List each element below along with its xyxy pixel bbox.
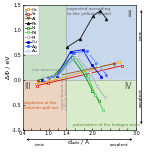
Text: covalent: covalent: [139, 89, 143, 107]
Text: IV: IV: [124, 82, 132, 91]
Text: upper bound of
critical distances: upper bound of critical distances: [61, 77, 69, 110]
Text: expected according
to the jellium model: expected according to the jellium model: [67, 7, 111, 16]
Text: ionic: ionic: [35, 143, 45, 147]
Legend: Ca, Sr, Al, Pb, Ni, Pd, Pt, Cu, Ag, Au: Ca, Sr, Al, Pb, Ni, Pd, Pt, Cu, Ag, Au: [24, 6, 40, 55]
Text: depletion of the
electron spill out: depletion of the electron spill out: [23, 101, 58, 110]
Text: covalent: covalent: [109, 143, 128, 147]
Text: II: II: [127, 10, 132, 19]
Text: I: I: [24, 10, 26, 19]
Text: III: III: [24, 82, 31, 91]
X-axis label: d$_{ads}$ / Å: d$_{ads}$ / Å: [67, 137, 92, 147]
Text: polarization of the halogen atom: polarization of the halogen atom: [73, 123, 140, 127]
Text: ionic: ionic: [139, 30, 143, 40]
Y-axis label: ΔΦ / eV: ΔΦ / eV: [5, 55, 10, 79]
Text: not observed: not observed: [32, 68, 61, 72]
